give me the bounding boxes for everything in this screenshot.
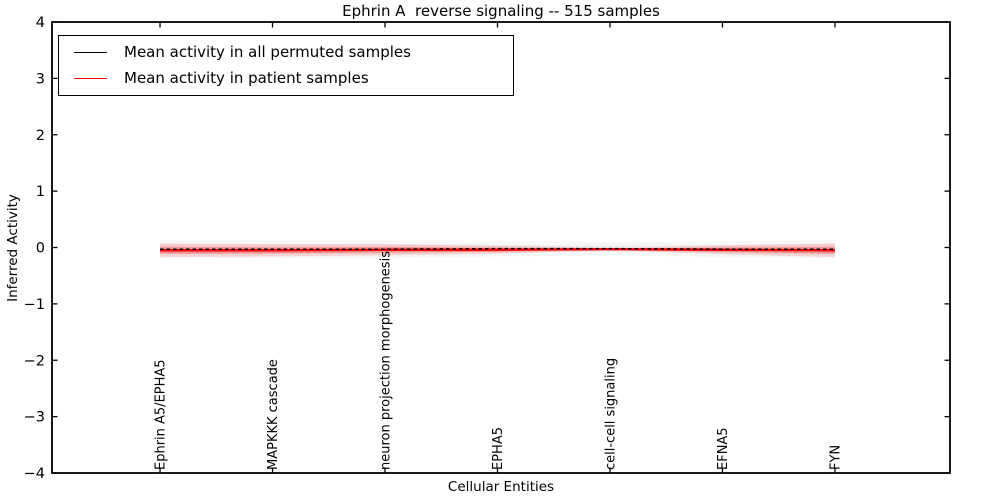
x-category-label: neuron projection morphogenesis [379,251,394,470]
legend-line-red-icon [74,77,107,79]
y-tick-label: −4 [24,466,45,482]
x-axis-label: Cellular Entities [447,479,555,495]
y-tick-label: 3 [36,71,45,87]
y-tick-label: 1 [36,184,45,200]
y-tick-label: −3 [24,410,45,426]
x-category-label: cell-cell signaling [603,358,618,470]
y-tick-label: 0 [36,241,45,257]
legend-label-permuted: Mean activity in all permuted samples [124,43,411,62]
legend-label-patient: Mean activity in patient samples [124,68,369,87]
legend-entry-patient: Mean activity in patient samples [74,68,513,87]
y-axis-label: Inferred Activity [5,194,21,302]
legend-line-black-icon [74,52,107,54]
permuted-mean-line [160,247,835,250]
x-category-label: FYN [828,445,843,470]
x-category-label: Ephrin A5/EPHA5 [154,359,169,470]
x-category-label: EPHA5 [491,427,506,470]
x-category-label: EFNA5 [716,427,731,470]
y-tick-label: 2 [36,128,45,144]
x-category-label: MAPKKK cascade [266,359,281,470]
legend: Mean activity in all permuted samples Me… [58,35,514,96]
y-tick-label: 4 [36,15,45,31]
y-tick-label: −1 [24,297,45,313]
legend-entry-permuted: Mean activity in all permuted samples [74,45,513,60]
chart-title: Ephrin A reverse signaling -- 515 sample… [342,2,660,20]
y-tick-label: −2 [24,353,45,369]
